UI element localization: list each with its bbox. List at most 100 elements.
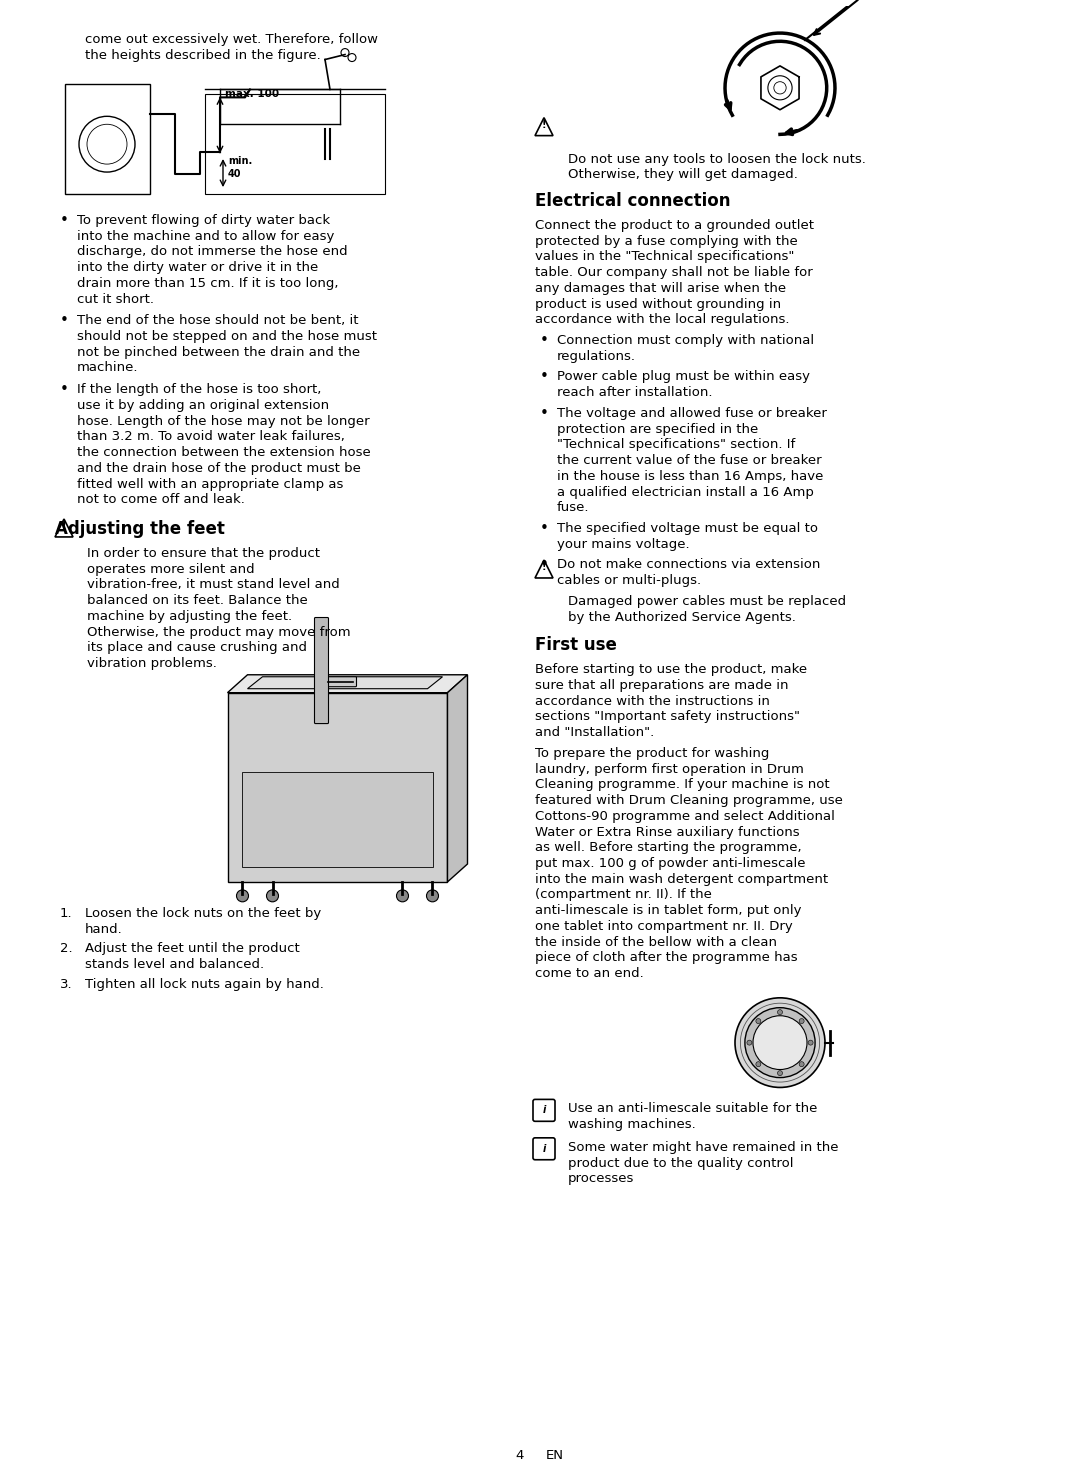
Text: •: • xyxy=(540,557,549,572)
Text: !: ! xyxy=(62,522,66,532)
Text: 3.: 3. xyxy=(60,978,72,990)
Text: accordance with the local regulations.: accordance with the local regulations. xyxy=(535,313,789,326)
Text: reach after installation.: reach after installation. xyxy=(557,387,713,399)
Text: fitted well with an appropriate clamp as: fitted well with an appropriate clamp as xyxy=(77,477,343,491)
Text: should not be stepped on and the hose must: should not be stepped on and the hose mu… xyxy=(77,330,377,342)
Text: The voltage and allowed fuse or breaker: The voltage and allowed fuse or breaker xyxy=(557,408,827,419)
Polygon shape xyxy=(228,692,447,882)
Text: not to come off and leak.: not to come off and leak. xyxy=(77,494,245,507)
Circle shape xyxy=(799,1061,805,1067)
Text: The specified voltage must be equal to: The specified voltage must be equal to xyxy=(557,522,818,535)
Circle shape xyxy=(747,1040,752,1045)
Circle shape xyxy=(799,1018,805,1024)
Text: hand.: hand. xyxy=(85,922,123,935)
Circle shape xyxy=(735,997,825,1088)
Text: drain more than 15 cm. If it is too long,: drain more than 15 cm. If it is too long… xyxy=(77,277,338,290)
Text: and the drain hose of the product must be: and the drain hose of the product must b… xyxy=(77,462,361,474)
Text: Adjusting the feet: Adjusting the feet xyxy=(55,520,225,538)
Text: the inside of the bellow with a clean: the inside of the bellow with a clean xyxy=(535,935,777,948)
Text: •: • xyxy=(60,213,69,228)
Polygon shape xyxy=(228,674,468,692)
Text: 2.: 2. xyxy=(60,943,72,956)
Text: anti-limescale is in tablet form, put only: anti-limescale is in tablet form, put on… xyxy=(535,904,801,917)
Text: a qualified electrician install a 16 Amp: a qualified electrician install a 16 Amp xyxy=(557,486,814,498)
Text: your mains voltage.: your mains voltage. xyxy=(557,538,690,551)
Text: regulations.: regulations. xyxy=(557,350,636,363)
Text: protected by a fuse complying with the: protected by a fuse complying with the xyxy=(535,234,798,247)
Text: 1.: 1. xyxy=(60,907,72,920)
Text: product due to the quality control: product due to the quality control xyxy=(568,1156,794,1169)
Text: featured with Drum Cleaning programme, use: featured with Drum Cleaning programme, u… xyxy=(535,794,842,808)
Circle shape xyxy=(745,1008,815,1077)
Text: discharge, do not immerse the hose end: discharge, do not immerse the hose end xyxy=(77,246,348,258)
Text: Tighten all lock nuts again by hand.: Tighten all lock nuts again by hand. xyxy=(85,978,324,990)
Text: If the length of the hose is too short,: If the length of the hose is too short, xyxy=(77,384,322,396)
Text: than 3.2 m. To avoid water leak failures,: than 3.2 m. To avoid water leak failures… xyxy=(77,430,345,443)
Text: i: i xyxy=(542,1106,545,1116)
Text: Adjust the feet until the product: Adjust the feet until the product xyxy=(85,943,300,956)
Circle shape xyxy=(756,1061,761,1067)
Text: any damages that will arise when the: any damages that will arise when the xyxy=(535,282,786,295)
FancyBboxPatch shape xyxy=(243,772,432,867)
Text: •: • xyxy=(60,382,69,397)
Text: i: i xyxy=(542,1144,545,1154)
Text: •: • xyxy=(540,333,549,348)
Text: values in the "Technical specifications": values in the "Technical specifications" xyxy=(535,250,795,264)
Text: Some water might have remained in the: Some water might have remained in the xyxy=(568,1141,838,1154)
Text: Otherwise, the product may move from: Otherwise, the product may move from xyxy=(87,625,351,639)
Text: hose. Length of the hose may not be longer: hose. Length of the hose may not be long… xyxy=(77,415,369,428)
Text: vibration-free, it must stand level and: vibration-free, it must stand level and xyxy=(87,578,340,591)
Circle shape xyxy=(753,1015,807,1070)
Text: Use an anti-limescale suitable for the: Use an anti-limescale suitable for the xyxy=(568,1103,818,1116)
Text: and "Installation".: and "Installation". xyxy=(535,726,654,740)
Text: as well. Before starting the programme,: as well. Before starting the programme, xyxy=(535,842,801,854)
Text: machine.: machine. xyxy=(77,362,138,375)
Text: EN: EN xyxy=(546,1449,564,1463)
Circle shape xyxy=(396,889,408,903)
Text: Loosen the lock nuts on the feet by: Loosen the lock nuts on the feet by xyxy=(85,907,321,920)
Text: put max. 100 g of powder anti-limescale: put max. 100 g of powder anti-limescale xyxy=(535,857,806,870)
Text: sections "Important safety instructions": sections "Important safety instructions" xyxy=(535,710,800,723)
Text: •: • xyxy=(540,522,549,536)
Text: min.: min. xyxy=(228,156,253,166)
Polygon shape xyxy=(447,674,468,882)
Text: •: • xyxy=(540,369,549,384)
Text: Cleaning programme. If your machine is not: Cleaning programme. If your machine is n… xyxy=(535,778,829,791)
Text: Do not make connections via extension: Do not make connections via extension xyxy=(557,559,821,572)
Text: operates more silent and: operates more silent and xyxy=(87,563,255,575)
Text: the connection between the extension hose: the connection between the extension hos… xyxy=(77,446,370,459)
Text: the current value of the fuse or breaker: the current value of the fuse or breaker xyxy=(557,453,822,467)
Text: •: • xyxy=(540,406,549,421)
Text: cut it short.: cut it short. xyxy=(77,292,154,305)
Text: 40: 40 xyxy=(228,169,242,179)
Polygon shape xyxy=(247,677,443,689)
Text: washing machines.: washing machines. xyxy=(568,1117,696,1131)
Text: the heights described in the figure.: the heights described in the figure. xyxy=(85,49,321,62)
Text: Connection must comply with national: Connection must comply with national xyxy=(557,333,814,347)
Text: into the main wash detergent compartment: into the main wash detergent compartment xyxy=(535,873,828,886)
Circle shape xyxy=(237,889,248,903)
Text: stands level and balanced.: stands level and balanced. xyxy=(85,957,265,971)
Text: sure that all preparations are made in: sure that all preparations are made in xyxy=(535,679,788,692)
Circle shape xyxy=(808,1040,813,1045)
Text: by the Authorized Service Agents.: by the Authorized Service Agents. xyxy=(568,611,796,624)
Text: table. Our company shall not be liable for: table. Our company shall not be liable f… xyxy=(535,267,813,279)
Text: Before starting to use the product, make: Before starting to use the product, make xyxy=(535,664,807,676)
Text: piece of cloth after the programme has: piece of cloth after the programme has xyxy=(535,951,798,965)
Text: use it by adding an original extension: use it by adding an original extension xyxy=(77,399,329,412)
Text: machine by adjusting the feet.: machine by adjusting the feet. xyxy=(87,609,292,622)
Circle shape xyxy=(778,1070,783,1076)
Circle shape xyxy=(778,1009,783,1015)
Text: processes: processes xyxy=(568,1172,634,1186)
Text: come out excessively wet. Therefore, follow: come out excessively wet. Therefore, fol… xyxy=(85,33,378,46)
Text: come to an end.: come to an end. xyxy=(535,968,644,980)
Text: cables or multi-plugs.: cables or multi-plugs. xyxy=(557,574,701,587)
Text: !: ! xyxy=(542,562,546,572)
Text: max. 100: max. 100 xyxy=(225,89,279,99)
Text: In order to ensure that the product: In order to ensure that the product xyxy=(87,547,320,560)
Text: into the dirty water or drive it in the: into the dirty water or drive it in the xyxy=(77,261,319,274)
Circle shape xyxy=(427,889,438,903)
Text: one tablet into compartment nr. II. Dry: one tablet into compartment nr. II. Dry xyxy=(535,920,793,934)
Text: Cottons-90 programme and select Additional: Cottons-90 programme and select Addition… xyxy=(535,809,835,823)
Text: protection are specified in the: protection are specified in the xyxy=(557,422,758,436)
